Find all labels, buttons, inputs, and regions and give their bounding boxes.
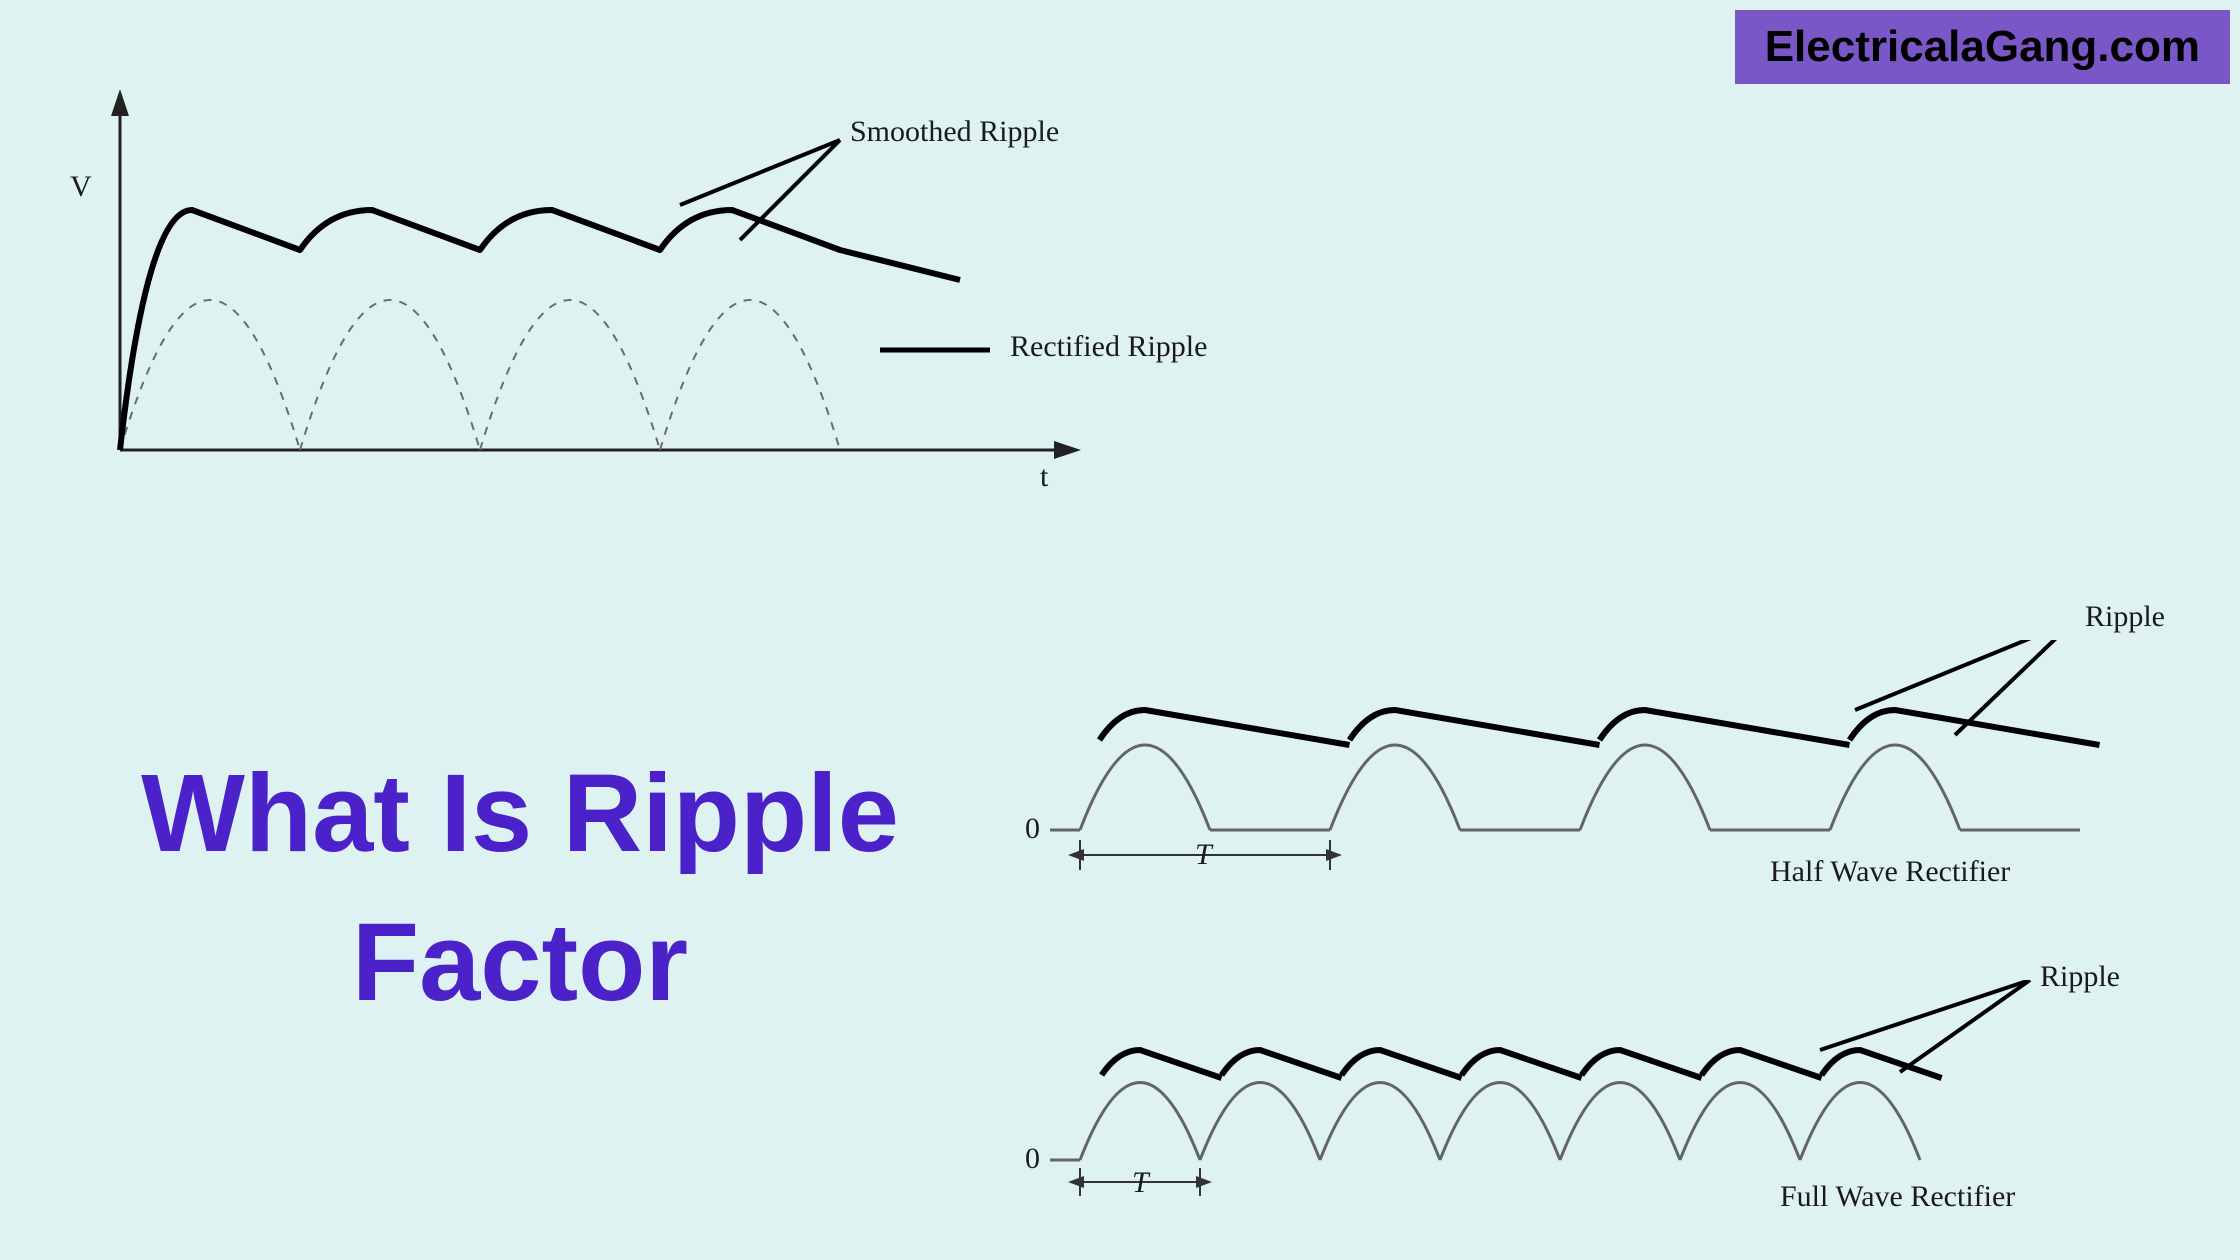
callout-line: [680, 140, 840, 205]
half-hump: [1330, 745, 1460, 830]
full-hump: [1200, 1083, 1320, 1161]
halfwave-svg: [1000, 640, 2200, 900]
half-ripple-segment: [1350, 710, 1600, 745]
full-hump: [1440, 1083, 1560, 1161]
y-axis-label: V: [70, 170, 92, 204]
fullwave-svg: [1000, 980, 2200, 1240]
rectified-hump: [120, 300, 300, 450]
full-period-label: T: [1132, 1166, 1149, 1200]
half-ripple-segment: [1600, 710, 1850, 745]
legend-rectified: Rectified Ripple: [1010, 330, 1207, 364]
full-wave-diagram: 0TRippleFull Wave Rectifier: [1000, 980, 2200, 1240]
legend-smoothed: Smoothed Ripple: [850, 115, 1059, 149]
full-hump: [1680, 1083, 1800, 1161]
half-ripple-segment: [1100, 710, 1350, 745]
full-caption: Full Wave Rectifier: [1780, 1180, 2015, 1214]
rectified-hump: [660, 300, 840, 450]
smoothed-curve: [120, 210, 960, 450]
full-hump: [1080, 1083, 1200, 1161]
full-ripple-segment: [1582, 1050, 1702, 1078]
callout-line: [740, 140, 840, 240]
smoothed-ripple-diagram: Vt Smoothed Ripple Rectified Ripple: [60, 90, 1210, 510]
top-svg: [60, 90, 1210, 510]
full-hump: [1800, 1083, 1920, 1161]
full-ripple-segment: [1702, 1050, 1822, 1078]
full-ripple-segment: [1462, 1050, 1582, 1078]
full-hump: [1320, 1083, 1440, 1161]
half-zero-label: 0: [1025, 812, 1040, 846]
half-hump: [1580, 745, 1710, 830]
half-period-label: T: [1195, 838, 1212, 872]
page-title: What Is Ripple Factor: [70, 740, 970, 1037]
half-caption: Half Wave Rectifier: [1770, 855, 2010, 889]
half-hump: [1830, 745, 1960, 830]
site-watermark: ElectricalaGang.com: [1735, 10, 2230, 84]
full-zero-label: 0: [1025, 1142, 1040, 1176]
full-ripple-label: Ripple: [2040, 960, 2120, 994]
full-ripple-segment: [1342, 1050, 1462, 1078]
full-ripple-segment: [1222, 1050, 1342, 1078]
half-wave-diagram: 0TRippleHalf Wave Rectifier: [1000, 640, 2200, 900]
rectified-hump: [300, 300, 480, 450]
rectified-hump: [480, 300, 660, 450]
full-ripple-segment: [1102, 1050, 1222, 1078]
full-hump: [1560, 1083, 1680, 1161]
half-ripple-label: Ripple: [2085, 600, 2165, 634]
half-hump: [1080, 745, 1210, 830]
x-axis-label: t: [1040, 460, 1048, 494]
